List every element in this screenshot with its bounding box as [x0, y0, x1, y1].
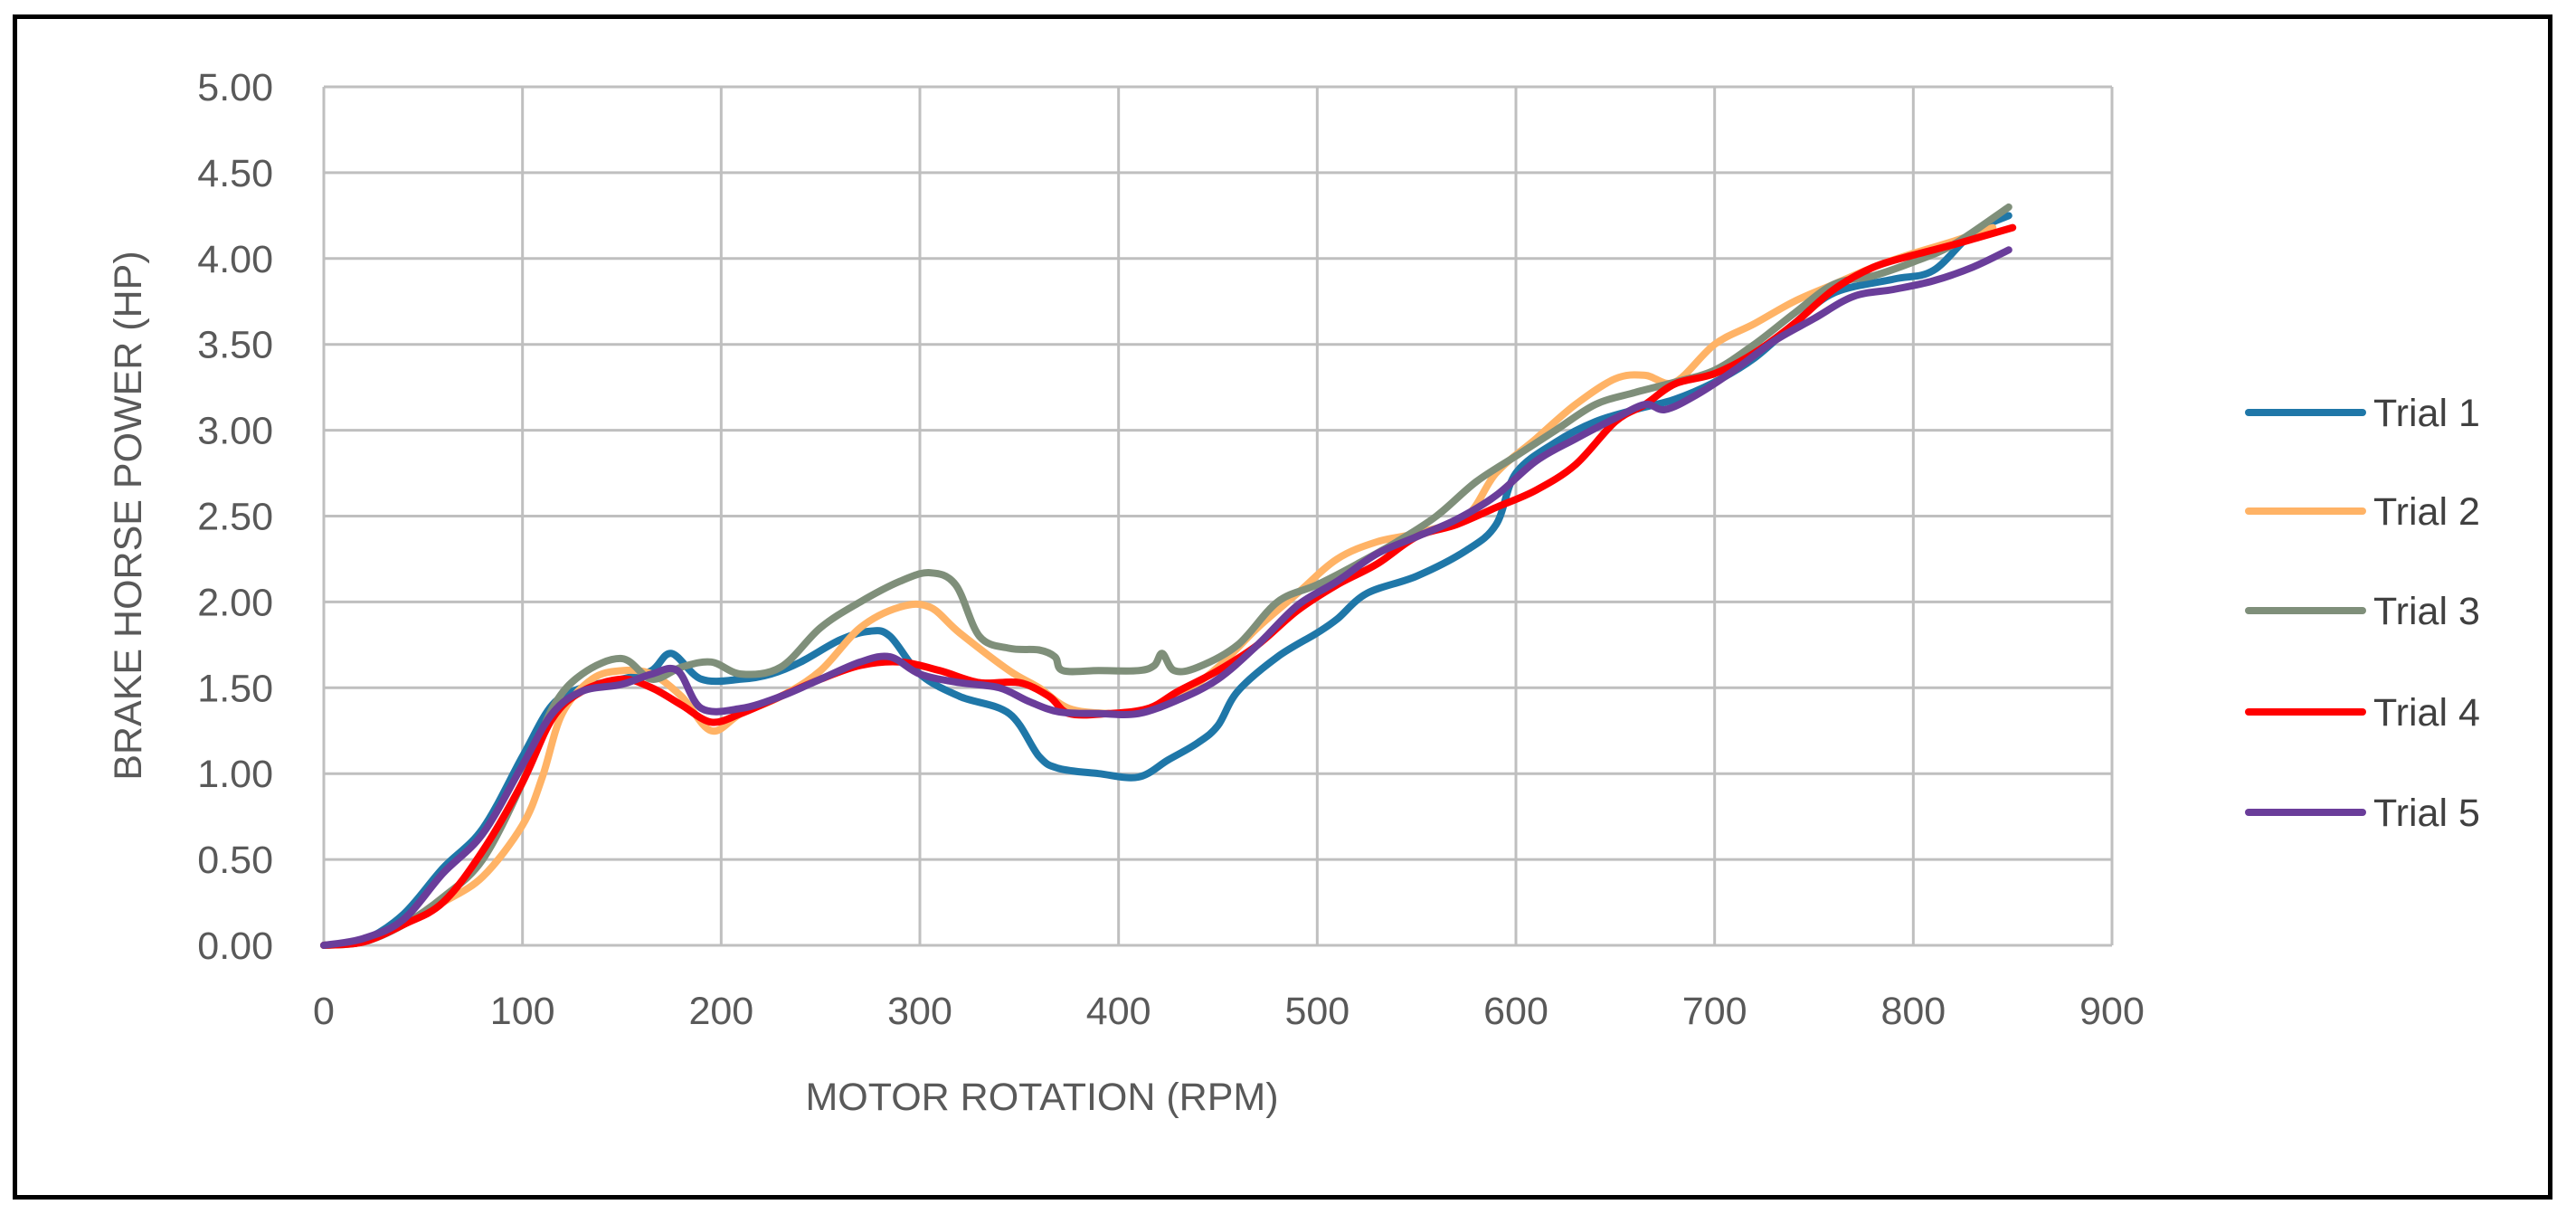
x-tick-label: 600 — [1483, 990, 1548, 1033]
x-tick-label: 100 — [490, 990, 555, 1033]
y-tick-label: 0.50 — [197, 839, 273, 882]
y-tick-label: 2.00 — [197, 581, 273, 624]
legend-label-trial-5: Trial 5 — [2373, 792, 2480, 835]
legend: Trial 1 Trial 2 Trial 3 Trial 4 Trial 5 — [2245, 392, 2480, 835]
series-line-trial-5 — [320, 246, 2012, 949]
y-tick-label: 4.50 — [197, 152, 273, 195]
series-line-trial-2 — [320, 223, 1997, 949]
legend-label-trial-1: Trial 1 — [2373, 392, 2480, 435]
y-tick-label: 5.00 — [197, 66, 273, 109]
y-tick-label: 2.50 — [197, 496, 273, 539]
y-tick-label: 3.50 — [197, 324, 273, 367]
series-lines — [320, 203, 2017, 949]
x-tick-label: 300 — [887, 990, 952, 1033]
y-tick-label: 0.00 — [197, 925, 273, 968]
x-tick-label: 0 — [313, 990, 335, 1033]
x-tick-label: 700 — [1682, 990, 1747, 1033]
legend-label-trial-2: Trial 2 — [2373, 490, 2480, 534]
y-tick-label: 1.00 — [197, 753, 273, 796]
grid-lines — [322, 85, 2114, 947]
series-line-trial-3 — [320, 203, 2012, 949]
x-tick-label: 900 — [2079, 990, 2145, 1033]
y-tick-label: 4.00 — [197, 238, 273, 281]
x-tick-label: 400 — [1086, 990, 1151, 1033]
x-tick-label: 200 — [688, 990, 753, 1033]
legend-label-trial-3: Trial 3 — [2373, 590, 2480, 633]
x-tick-label: 500 — [1284, 990, 1350, 1033]
x-axis-title: MOTOR ROTATION (RPM) — [805, 1076, 1278, 1119]
legend-label-trial-4: Trial 4 — [2373, 691, 2480, 735]
y-tick-label: 1.50 — [197, 667, 273, 710]
series-line-trial-4 — [320, 223, 2017, 949]
x-axis-ticks: 0 100 200 300 400 500 600 700 800 900 — [313, 990, 2145, 1033]
y-axis-ticks: 0.00 0.50 1.00 1.50 2.00 2.50 3.00 3.50 4.00 4.50… — [197, 66, 273, 968]
y-axis-title: BRAKE HORSE POWER (HP) — [107, 251, 150, 780]
y-tick-label: 3.00 — [197, 410, 273, 453]
x-tick-label: 800 — [1880, 990, 1946, 1033]
